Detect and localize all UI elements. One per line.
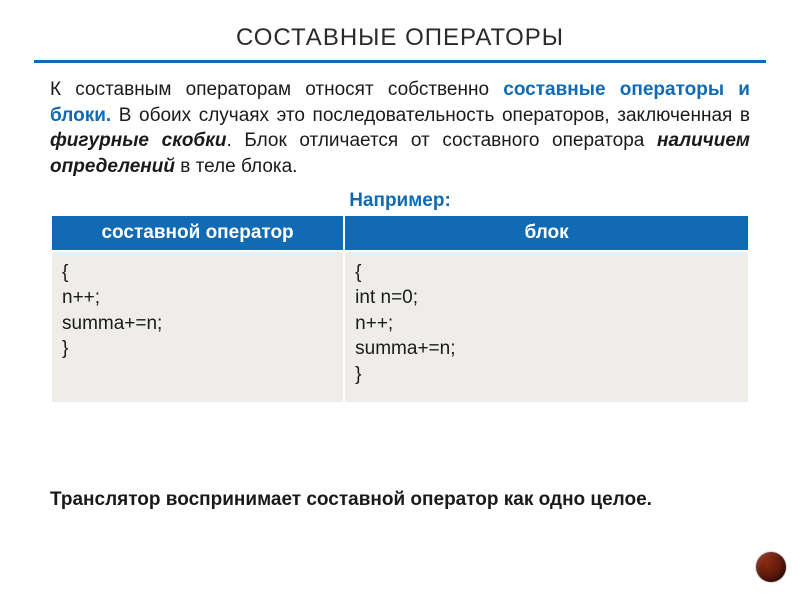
table-header-1: составной оператор (51, 215, 344, 251)
para-t2: В обоих случаях это последовательность о… (111, 105, 750, 126)
comparison-table-wrap: составной оператор блок { n++; summa+=n;… (34, 214, 766, 404)
title-rule (34, 60, 766, 63)
code-line: int n=0; (355, 285, 738, 311)
code-line: } (355, 362, 738, 388)
cell-block: { int n=0; n++; summa+=n; } (344, 251, 749, 403)
para-it1: фигурные скобки (50, 130, 226, 151)
code-line: n++; (355, 311, 738, 337)
intro-paragraph: К составным операторам относят собственн… (34, 77, 766, 180)
table-row: { n++; summa+=n; } { int n=0; n++; summa… (51, 251, 749, 403)
para-t1: К составным операторам относят собственн… (50, 79, 503, 100)
para-t4: в теле блока. (175, 156, 297, 177)
para-t3: . Блок отличается от составного оператор… (226, 130, 657, 151)
nav-dot-icon[interactable] (756, 552, 786, 582)
code-line: n++; (62, 285, 333, 311)
example-label: Например: (34, 190, 766, 212)
comparison-table: составной оператор блок { n++; summa+=n;… (50, 214, 750, 404)
code-line: summa+=n; (355, 336, 738, 362)
code-line: summa+=n; (62, 311, 333, 337)
cell-compound: { n++; summa+=n; } (51, 251, 344, 403)
slide-title: СОСТАВНЫЕ ОПЕРАТОРЫ (34, 24, 766, 60)
table-header-2: блок (344, 215, 749, 251)
code-line: { (355, 260, 738, 286)
code-line: } (62, 336, 333, 362)
bottom-paragraph: Транслятор воспринимает составной операт… (34, 488, 766, 513)
code-line: { (62, 260, 333, 286)
